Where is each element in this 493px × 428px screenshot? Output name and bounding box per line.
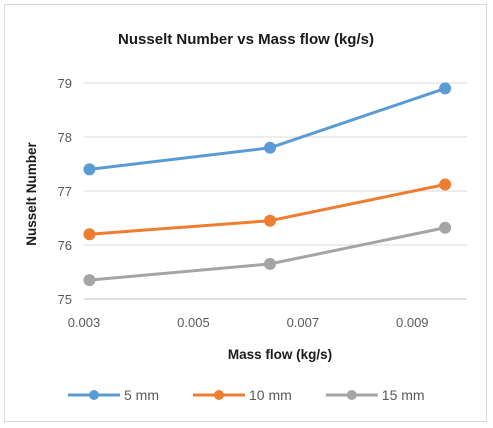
series-2	[83, 178, 452, 241]
series-line	[87, 183, 447, 236]
legend-item-2: 10 mm	[193, 387, 292, 403]
y-axis-title: Nusselt Number	[24, 141, 39, 245]
x-tick-label: 0.003	[68, 315, 101, 330]
series-line	[87, 226, 447, 282]
x-axis-ticks: 0.003 0.005 0.007 0.009	[68, 315, 429, 330]
legend-label: 10 mm	[249, 387, 292, 403]
data-point	[83, 274, 96, 287]
x-axis-title: Mass flow (kg/s)	[228, 347, 332, 362]
data-point	[264, 257, 277, 270]
data-point	[439, 221, 452, 234]
gridlines	[84, 82, 467, 246]
data-point	[439, 178, 452, 191]
legend: 5 mm 10 mm 15 mm	[68, 387, 425, 403]
data-point	[264, 141, 277, 154]
y-axis-ticks: 75 76 77 78 79	[58, 76, 72, 307]
series-line	[87, 86, 447, 171]
legend-item-1: 5 mm	[68, 387, 159, 403]
y-tick-label: 76	[58, 238, 72, 253]
y-tick-label: 79	[58, 76, 72, 91]
series-1	[83, 82, 452, 176]
legend-label: 15 mm	[382, 387, 425, 403]
data-point	[83, 228, 96, 241]
y-tick-label: 78	[58, 130, 72, 145]
legend-marker	[89, 390, 99, 400]
y-tick-label: 75	[58, 292, 72, 307]
x-tick-label: 0.005	[177, 315, 210, 330]
x-tick-label: 0.007	[287, 315, 320, 330]
data-point	[264, 214, 277, 227]
data-point	[439, 82, 452, 95]
chart-title: Nusselt Number vs Mass flow (kg/s)	[118, 31, 374, 48]
data-point	[83, 163, 96, 176]
legend-label: 5 mm	[124, 387, 159, 403]
series-3	[83, 221, 452, 287]
legend-marker	[214, 390, 224, 400]
x-tick-label: 0.009	[396, 315, 429, 330]
legend-marker	[346, 390, 357, 400]
chart-frame	[4, 4, 487, 422]
y-tick-label: 77	[58, 184, 72, 199]
legend-item-3: 15 mm	[325, 387, 425, 403]
series-lines	[83, 82, 452, 287]
